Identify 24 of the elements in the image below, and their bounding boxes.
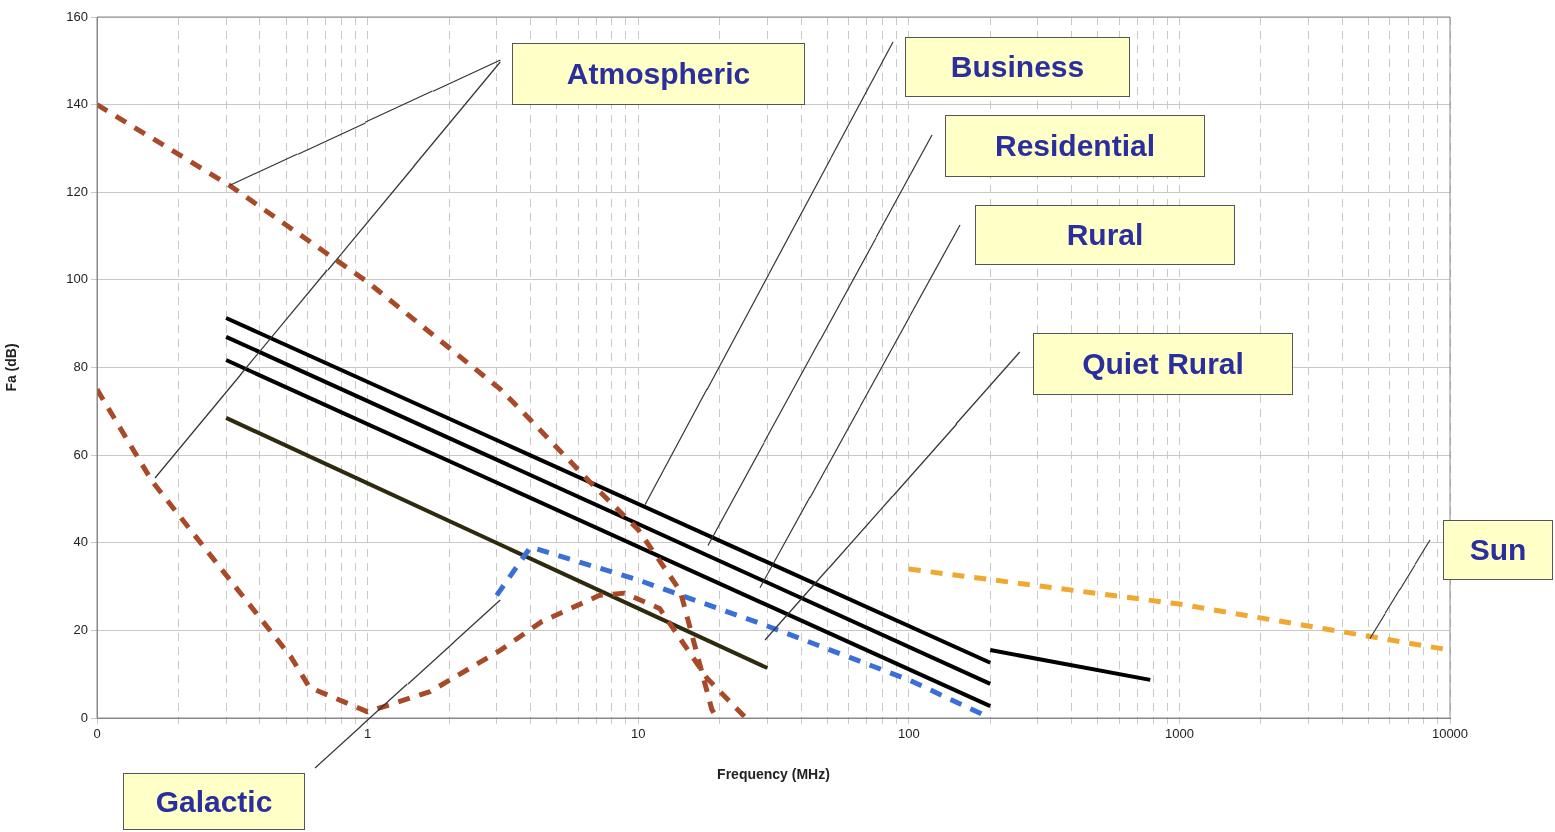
- x-tick-label: 1: [363, 726, 372, 742]
- y-tick-label: 100: [66, 271, 88, 287]
- callout-box: Galactic: [123, 773, 305, 830]
- callout-box: Quiet Rural: [1033, 333, 1293, 395]
- y-tick-label: 120: [66, 183, 88, 199]
- x-axis-title: Frequency (MHz): [717, 766, 830, 783]
- callout-box: Residential: [945, 115, 1205, 177]
- y-tick-label: 60: [73, 446, 88, 462]
- y-tick-label: 80: [73, 359, 88, 375]
- x-tick-label: 100: [897, 726, 920, 742]
- y-tick-label: 20: [73, 621, 88, 637]
- callout-box: Business: [905, 37, 1130, 97]
- callout-box: Atmospheric: [512, 43, 805, 105]
- x-tick-label: 10: [630, 726, 646, 742]
- y-tick-label: 40: [73, 534, 88, 550]
- callout-box: Rural: [975, 205, 1235, 265]
- x-tick-label: 10000: [1431, 726, 1469, 742]
- callout-box: Sun: [1443, 520, 1553, 580]
- y-axis-title: Fa (dB): [3, 343, 20, 392]
- y-tick-label: 140: [66, 96, 88, 112]
- y-tick-label: 160: [66, 8, 88, 24]
- y-tick-label: 0: [80, 709, 88, 725]
- x-tick-label: 0: [93, 726, 101, 742]
- x-tick-label: 1000: [1164, 726, 1194, 742]
